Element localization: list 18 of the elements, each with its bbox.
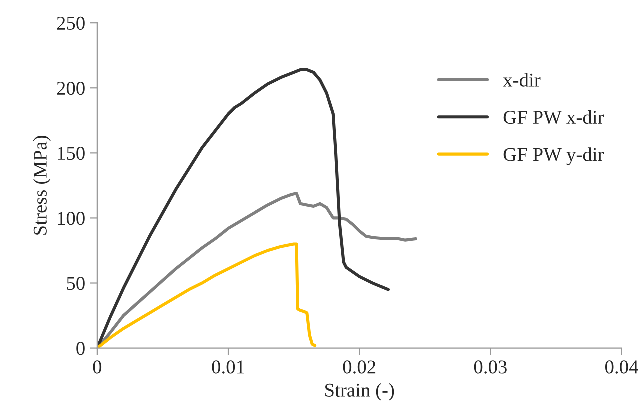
y-tick-label: 100 <box>58 212 85 226</box>
legend-label: GF PW x-dir <box>504 110 604 124</box>
y-tick-label: 250 <box>57 16 85 30</box>
x-tick-label: 0.01 <box>212 360 244 374</box>
x-tick-label: 0.02 <box>343 360 376 374</box>
x-axis-title: Strain (-) <box>326 383 394 401</box>
x-tick-label: 0 <box>93 360 102 374</box>
y-tick-label: 200 <box>57 82 85 96</box>
line-series <box>97 68 390 348</box>
y-tick-label: 150 <box>58 146 85 160</box>
legend-label: x-dir <box>503 73 541 87</box>
y-tick-label: 50 <box>67 277 85 290</box>
x-tick-label: 0.04 <box>605 360 638 374</box>
legend-label: GF PW y-dir <box>504 148 604 166</box>
y-axis-title: Stress (MPa) <box>33 136 51 235</box>
line-series <box>97 242 317 348</box>
x-tick-label: 0.03 <box>474 360 507 374</box>
y-tick-label: 0 <box>76 342 85 356</box>
